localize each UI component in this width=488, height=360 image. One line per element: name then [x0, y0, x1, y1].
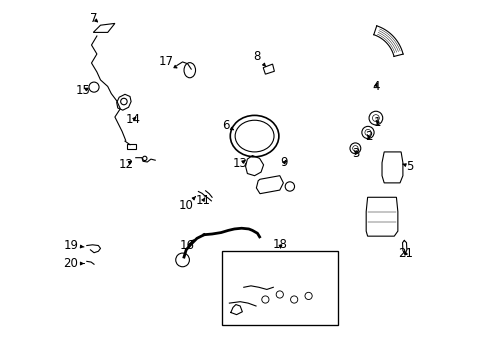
Text: 1: 1: [373, 116, 381, 129]
Text: 2: 2: [364, 130, 372, 143]
Text: 20: 20: [63, 257, 84, 270]
Bar: [127, 144, 136, 149]
Text: 8: 8: [253, 50, 265, 66]
Text: 18: 18: [272, 238, 287, 251]
Text: 10: 10: [179, 197, 195, 212]
Text: 7: 7: [90, 12, 98, 25]
Text: 13: 13: [232, 157, 247, 170]
Text: 11: 11: [195, 194, 210, 207]
Text: 5: 5: [402, 160, 412, 173]
Text: 9: 9: [280, 156, 287, 169]
Text: 14: 14: [126, 113, 141, 126]
Text: 17: 17: [158, 55, 177, 68]
Text: 4: 4: [371, 80, 379, 93]
Text: 21: 21: [397, 247, 412, 260]
Text: 6: 6: [222, 119, 233, 132]
Text: 16: 16: [179, 239, 194, 252]
Text: 3: 3: [352, 147, 359, 159]
Text: 12: 12: [119, 158, 134, 171]
Text: 19: 19: [63, 239, 84, 252]
Text: 15: 15: [76, 84, 90, 97]
Bar: [222, 251, 337, 325]
